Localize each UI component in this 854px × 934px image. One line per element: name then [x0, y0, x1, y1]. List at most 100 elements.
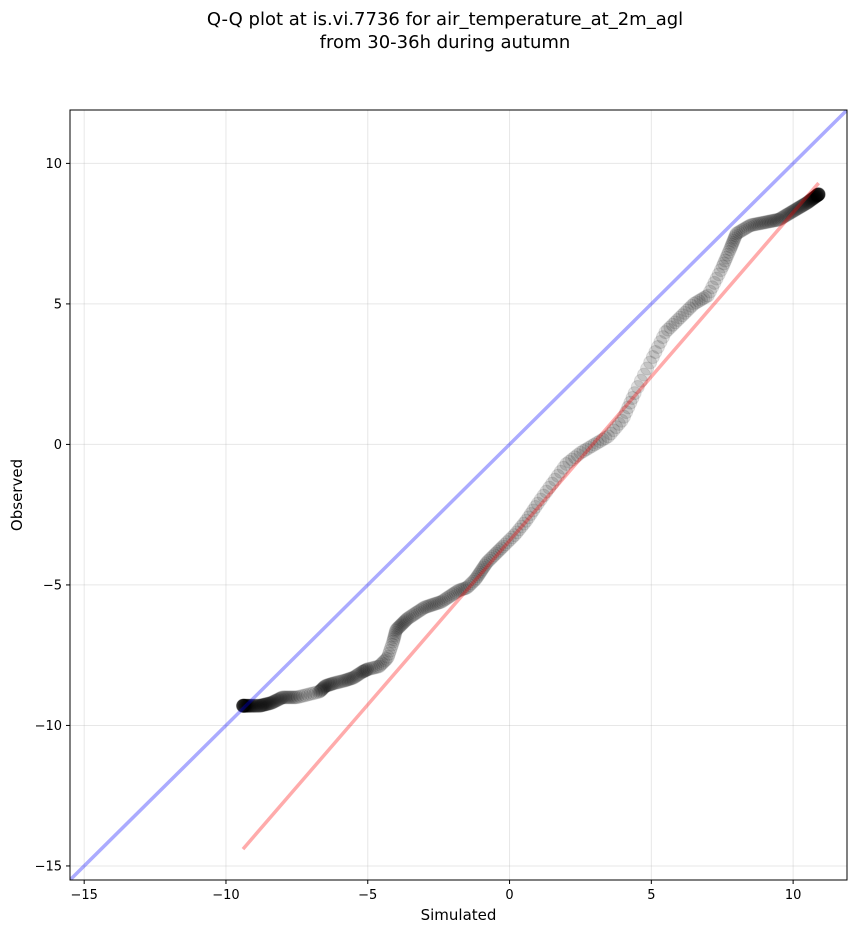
data-point [567, 450, 582, 465]
data-point [372, 659, 387, 674]
data-point [709, 271, 724, 286]
data-point [332, 674, 347, 689]
data-point [315, 681, 330, 696]
data-point [279, 690, 294, 705]
data-point [625, 390, 640, 405]
data-point [259, 697, 274, 712]
data-point [684, 298, 699, 313]
x-axis-ticks: −15 −10 −5 0 5 10 [70, 880, 801, 903]
data-point [476, 560, 491, 575]
data-point [791, 201, 806, 216]
data-point [570, 448, 585, 463]
data-point [565, 452, 580, 467]
data-point [716, 256, 731, 271]
data-point [388, 623, 403, 638]
data-point [806, 191, 821, 206]
data-point [260, 696, 275, 711]
data-point [755, 215, 770, 230]
data-point [417, 600, 432, 615]
data-point [247, 698, 262, 713]
data-point [806, 190, 821, 205]
data-point [530, 496, 545, 511]
data-point [271, 692, 286, 707]
data-point [658, 325, 673, 340]
data-point [587, 437, 602, 452]
data-point [556, 460, 571, 475]
data-point [598, 430, 613, 445]
data-point [595, 432, 610, 447]
data-point [427, 597, 442, 612]
data-point [383, 643, 398, 658]
data-point [278, 690, 293, 705]
data-point [237, 698, 252, 713]
data-point [773, 211, 788, 226]
data-point [245, 698, 260, 713]
data-point [805, 191, 820, 206]
data-point [742, 218, 757, 233]
data-point [677, 305, 692, 320]
data-point [395, 617, 410, 632]
data-point [412, 603, 427, 618]
data-point [362, 661, 377, 676]
data-point [488, 546, 503, 561]
data-point [507, 528, 522, 543]
data-point [798, 196, 813, 211]
data-point [787, 203, 802, 218]
data-point [237, 698, 252, 713]
data-point [341, 672, 356, 687]
data-point [290, 690, 305, 705]
data-point [738, 221, 753, 236]
data-point [636, 367, 651, 382]
data-point [237, 698, 252, 713]
data-point [298, 688, 313, 703]
data-point [750, 216, 765, 231]
data-point [306, 686, 321, 701]
data-point [584, 439, 599, 454]
data-point [321, 678, 336, 693]
data-point [721, 244, 736, 259]
data-point [758, 215, 773, 230]
data-point [711, 267, 726, 282]
data-point [448, 585, 463, 600]
x-tick-label: 5 [647, 888, 655, 903]
data-point [327, 676, 342, 691]
data-point [763, 214, 778, 229]
data-point [790, 201, 805, 216]
data-point [548, 472, 563, 487]
data-point [246, 698, 261, 713]
identity-line [70, 110, 847, 880]
y-tick-label: −10 [35, 719, 62, 734]
data-point [782, 206, 797, 221]
data-point [254, 698, 269, 713]
data-point [359, 662, 374, 677]
data-point [487, 548, 502, 563]
data-point [630, 379, 645, 394]
x-tick-label: −15 [70, 888, 97, 903]
data-point [713, 263, 728, 278]
data-point [475, 562, 490, 577]
data-point [807, 190, 822, 205]
data-point [263, 696, 278, 711]
x-tick-label: 0 [505, 888, 513, 903]
data-point [376, 654, 391, 669]
data-point [431, 595, 446, 610]
data-point [494, 541, 509, 556]
data-point [337, 673, 352, 688]
data-point [810, 188, 825, 203]
data-point [348, 669, 363, 684]
data-point [769, 213, 784, 228]
data-point [752, 216, 767, 231]
data-point [446, 586, 461, 601]
data-point [284, 690, 299, 705]
data-point [237, 698, 252, 713]
data-point [338, 673, 353, 688]
reference-lines [70, 110, 847, 880]
data-point [240, 698, 255, 713]
data-point [467, 572, 482, 587]
data-point [723, 242, 738, 257]
data-point [238, 698, 253, 713]
data-point [242, 698, 257, 713]
data-point [402, 610, 417, 625]
data-point [356, 664, 371, 679]
data-point [523, 506, 538, 521]
